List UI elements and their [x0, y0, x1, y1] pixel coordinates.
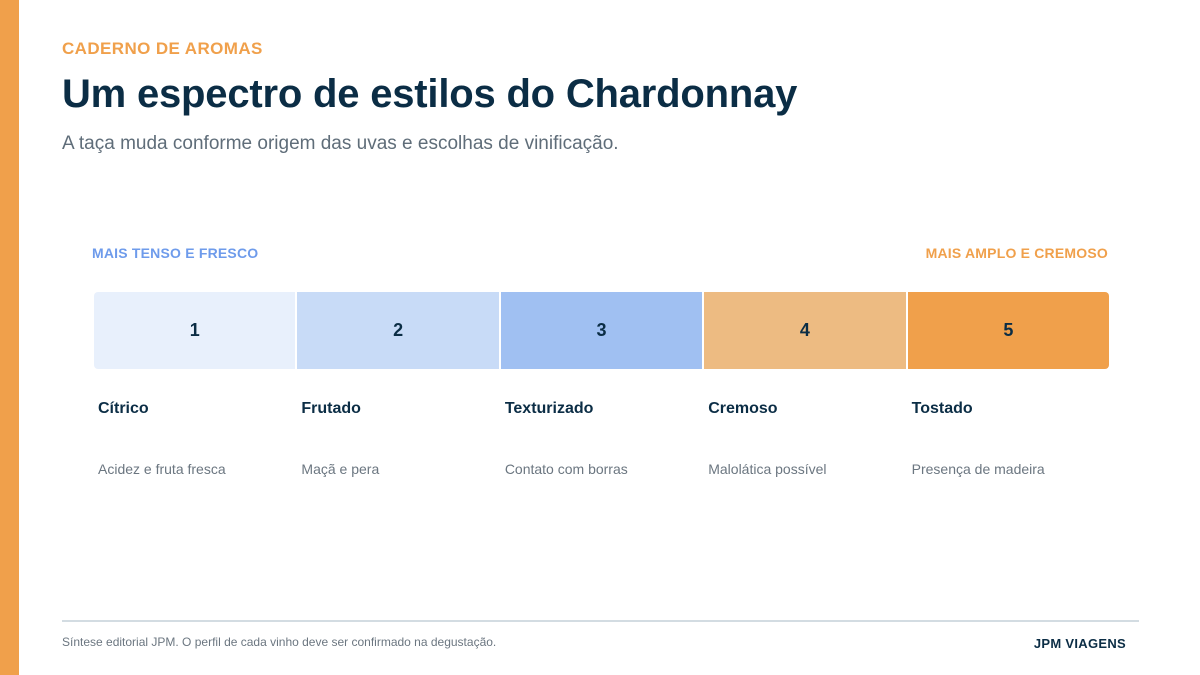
- style-name: Cítrico: [98, 400, 149, 417]
- scale-step-2: 2: [297, 292, 499, 369]
- spectrum-right-label: MAIS AMPLO E CREMOSO: [925, 245, 1108, 261]
- style-name: Texturizado: [504, 400, 594, 417]
- footer-divider: [62, 620, 1139, 622]
- style-description: Maçã e pera: [301, 461, 380, 477]
- eyebrow-label: CADERNO DE AROMAS: [62, 39, 263, 58]
- style-column: Texturizado Contato com borras: [501, 400, 702, 477]
- style-column: Tostado Presença de madeira: [908, 400, 1109, 477]
- scale-step-3: 3: [500, 292, 703, 369]
- spectrum-left-label: MAIS TENSO E FRESCO: [92, 245, 259, 261]
- scale-step-4: 4: [704, 292, 906, 369]
- style-labels: Cítrico Acidez e fruta fresca Frutado Ma…: [94, 400, 1109, 477]
- style-column: Cítrico Acidez e fruta fresca: [94, 400, 295, 477]
- style-description: Malolática possível: [708, 461, 827, 477]
- page-title: Um espectro de estilos do Chardonnay: [62, 72, 798, 116]
- style-name: Cremoso: [708, 400, 778, 417]
- scale-step-1: 1: [94, 292, 296, 369]
- brand-logo: JPM VIAGENS: [1033, 636, 1126, 651]
- accent-bar: [0, 0, 19, 675]
- style-name: Tostado: [911, 400, 973, 417]
- style-description: Acidez e fruta fresca: [98, 461, 226, 477]
- style-description: Contato com borras: [504, 461, 628, 477]
- spectrum-scale: 1 2 3 4 5: [94, 292, 1110, 369]
- scale-step-5: 5: [907, 292, 1110, 369]
- style-column: Cremoso Malolática possível: [704, 400, 905, 477]
- footer-note: Síntese editorial JPM. O perfil de cada …: [62, 635, 497, 649]
- style-column: Frutado Maçã e pera: [297, 400, 498, 477]
- style-description: Presença de madeira: [911, 461, 1045, 477]
- style-name: Frutado: [301, 400, 361, 417]
- page-subtitle: A taça muda conforme origem das uvas e e…: [62, 133, 619, 154]
